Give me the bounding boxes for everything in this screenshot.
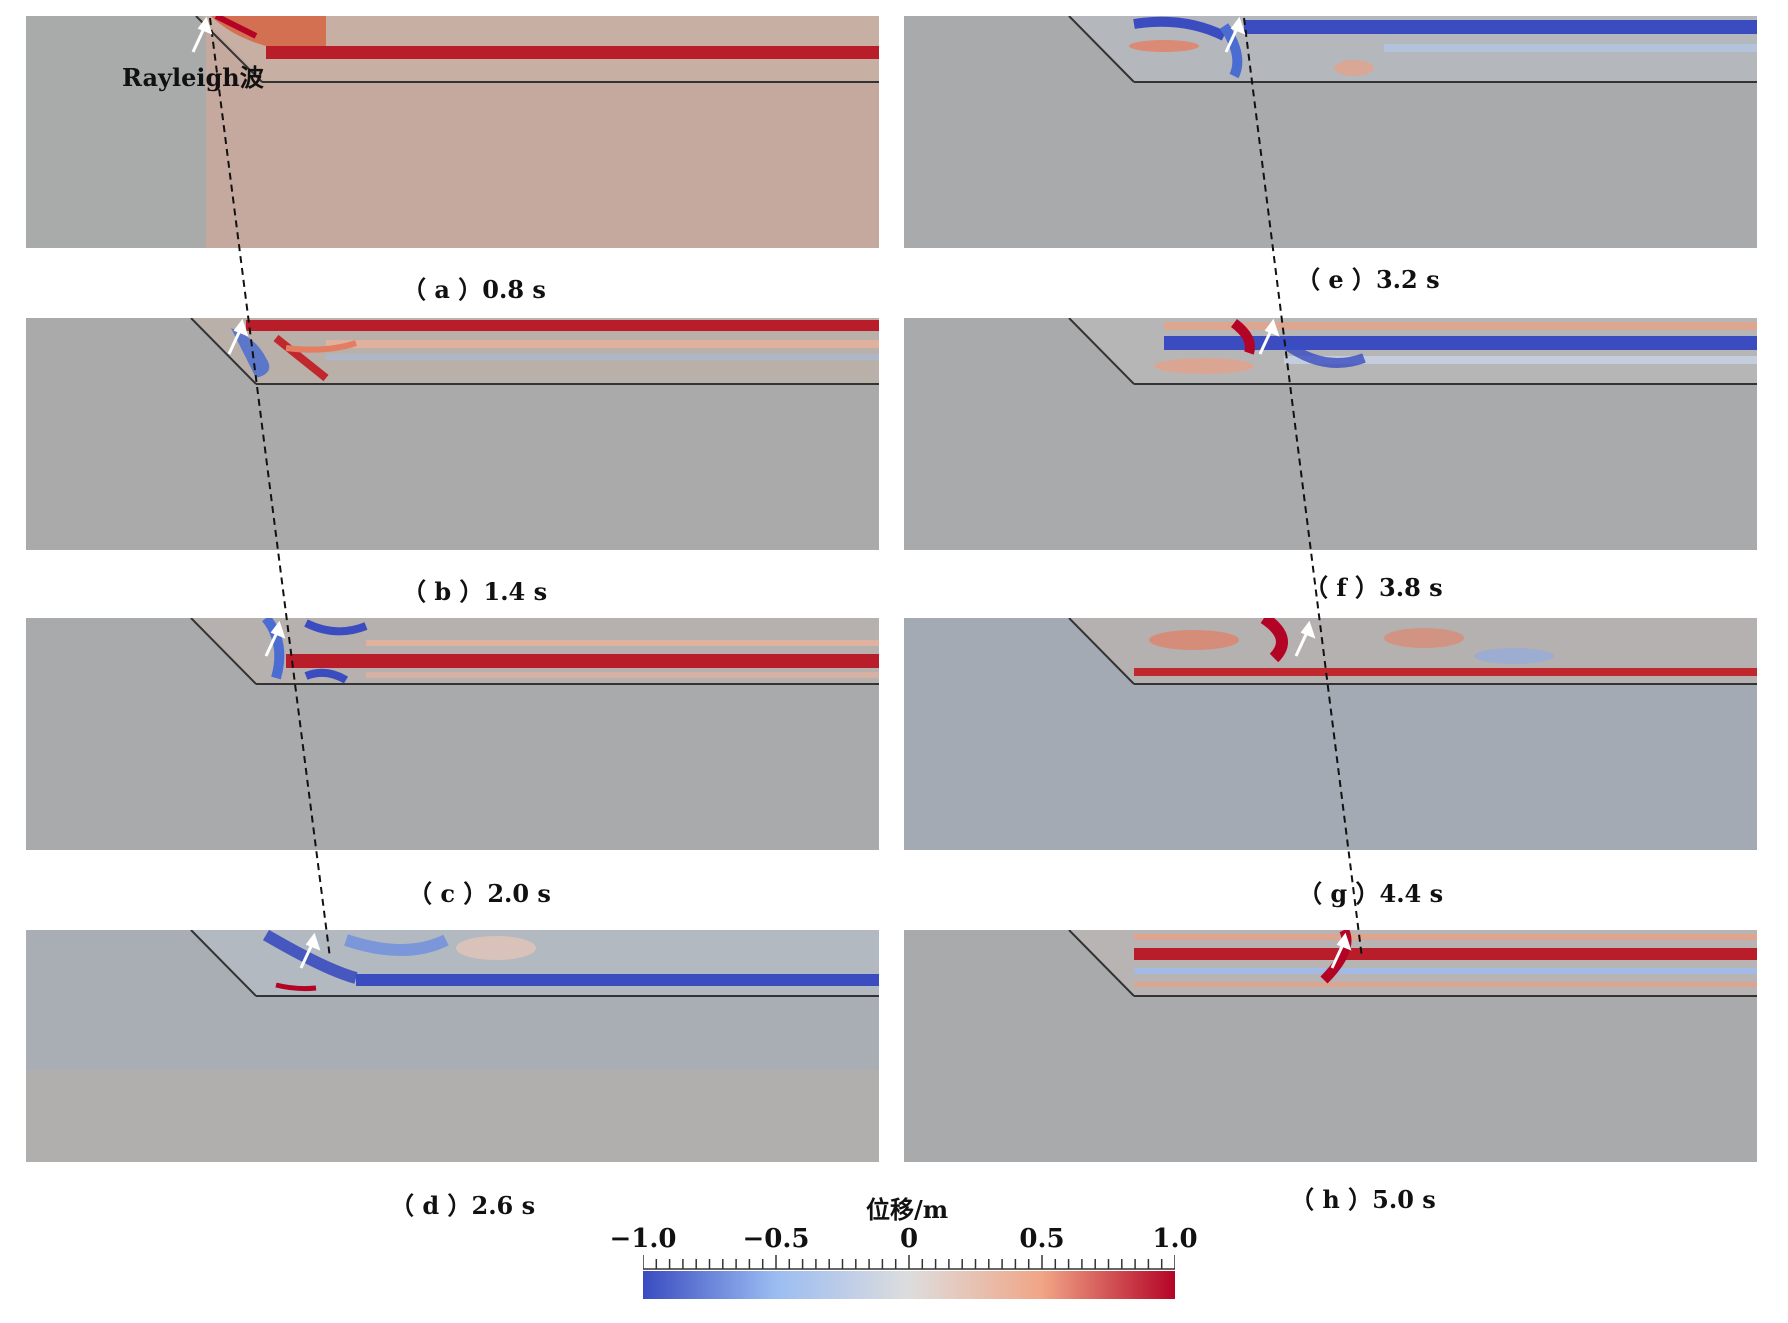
colorbar-tick-label: 0	[899, 1224, 919, 1254]
colorbar-title: 位移/m	[866, 1195, 949, 1224]
arrow-icon-b	[227, 318, 249, 355]
colorbar-tick-label: −0.5	[742, 1224, 810, 1254]
arrow-icon-d	[299, 932, 321, 969]
colorbar-tick-label: 0.5	[1019, 1224, 1065, 1254]
panel-c	[26, 618, 879, 850]
caption-f: （ f ）3.8 s	[1304, 573, 1443, 602]
panel-f	[904, 318, 1757, 550]
arrow-icon-e	[1224, 16, 1246, 53]
colorbar-ticks	[643, 1255, 1175, 1269]
arrow-icon-c	[264, 620, 286, 657]
trajectory-line-right	[1243, 17, 1363, 959]
colorbar-tick-label: 1.0	[1152, 1224, 1198, 1254]
caption-h: （ h ）5.0 s	[1290, 1185, 1436, 1214]
arrow-icon-g	[1294, 620, 1316, 657]
panel-b	[26, 318, 879, 550]
caption-c: （ c ）2.0 s	[408, 879, 551, 908]
caption-g: （ g ）4.4 s	[1298, 879, 1444, 908]
panel-e	[904, 16, 1757, 248]
caption-b: （ b ）1.4 s	[402, 577, 548, 606]
panel-h	[904, 930, 1757, 1162]
caption-a: （ a ）0.8 s	[402, 275, 546, 304]
arrow-icon-f	[1258, 318, 1280, 355]
panel-g	[904, 618, 1757, 850]
caption-d: （ d ）2.6 s	[390, 1191, 536, 1220]
panel-d	[26, 930, 879, 1162]
arrow-icon-a	[191, 16, 213, 53]
arrow-icon-h	[1330, 932, 1352, 969]
caption-e: （ e ）3.2 s	[1296, 265, 1440, 294]
colorbar-gradient	[643, 1271, 1175, 1299]
panel-a	[26, 16, 879, 248]
rayleigh-wave-label: Rayleigh波	[122, 63, 264, 92]
colorbar	[643, 1255, 1175, 1299]
colorbar-tick-label: −1.0	[609, 1224, 677, 1254]
trajectory-line-left	[209, 17, 331, 959]
